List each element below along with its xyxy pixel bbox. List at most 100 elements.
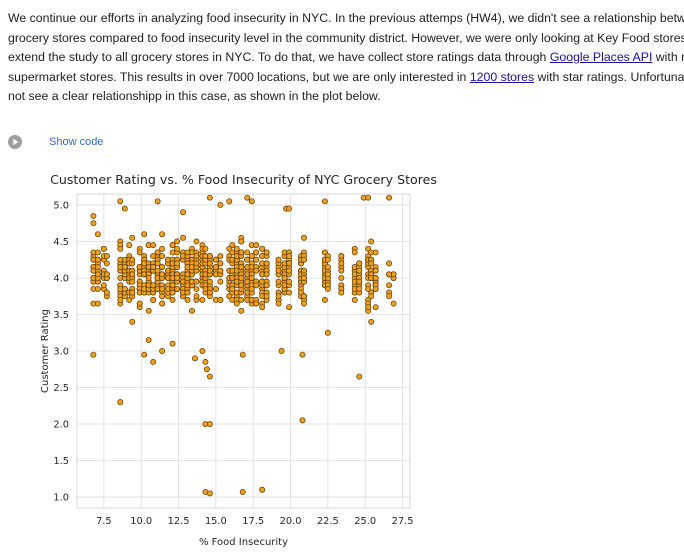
- data-point: [154, 267, 161, 274]
- data-point: [159, 293, 166, 300]
- data-point: [217, 253, 224, 260]
- data-point: [275, 256, 282, 263]
- data-point: [159, 264, 166, 270]
- data-point: [301, 256, 307, 263]
- data-point: [192, 355, 198, 362]
- data-point: [129, 278, 136, 285]
- data-point: [239, 488, 246, 495]
- data-point: [206, 194, 213, 201]
- data-point: [94, 285, 101, 292]
- paragraph-line: supermarket stores. This results in over…: [8, 68, 684, 88]
- paragraph-text: extend the study to all grocery stores i…: [8, 50, 550, 65]
- data-point: [372, 249, 379, 256]
- data-point: [229, 242, 236, 249]
- data-point: [338, 275, 345, 281]
- data-point: [90, 351, 97, 358]
- data-point: [238, 296, 245, 303]
- google-places-api-link[interactable]: Google Places API: [549, 50, 653, 65]
- data-point: [368, 318, 375, 325]
- plot-frame: [76, 193, 411, 509]
- run-cell-control: [8, 133, 22, 151]
- data-point: [253, 256, 260, 263]
- data-point: [356, 267, 363, 274]
- paragraph-text: with respe: [655, 50, 684, 65]
- data-points: [90, 194, 397, 497]
- data-point: [372, 285, 379, 292]
- data-point: [263, 293, 270, 300]
- data-point: [121, 285, 128, 292]
- data-point: [275, 278, 282, 285]
- data-point: [338, 267, 345, 274]
- data-point: [244, 249, 251, 256]
- data-point: [278, 348, 285, 354]
- data-point: [212, 285, 219, 292]
- y-tick-label: 4.5: [53, 237, 69, 248]
- data-point: [103, 260, 110, 267]
- data-point: [129, 289, 136, 296]
- data-point: [169, 296, 176, 303]
- data-point: [154, 198, 161, 205]
- data-point: [141, 231, 148, 238]
- data-point: [159, 285, 166, 292]
- chart-title: Customer Rating vs. % Food Insecurity of…: [50, 172, 437, 187]
- 1200-stores-link[interactable]: 1200 stores: [469, 69, 535, 84]
- data-point: [386, 293, 393, 300]
- data-point: [263, 282, 270, 289]
- chart-svg: Customer Rating vs. % Food Insecurity of…: [40, 172, 437, 548]
- data-point: [159, 348, 166, 354]
- data-point: [217, 202, 224, 208]
- data-point: [129, 271, 136, 278]
- data-point: [206, 260, 213, 267]
- data-point: [299, 351, 306, 358]
- data-point: [321, 198, 328, 205]
- x-tick-label: 25.0: [354, 516, 376, 527]
- data-point: [226, 198, 233, 205]
- data-point: [184, 296, 191, 303]
- data-point: [286, 289, 292, 296]
- y-axis-label: Customer Rating: [40, 309, 51, 393]
- data-point: [368, 260, 375, 267]
- data-point: [324, 329, 331, 336]
- data-point: [372, 275, 379, 281]
- paragraph-text: with star ratings. Unfortunately: [537, 69, 684, 84]
- data-point: [126, 242, 133, 249]
- data-point: [324, 285, 331, 292]
- x-tick-label: 17.5: [242, 516, 264, 527]
- data-point: [263, 260, 270, 267]
- data-point: [193, 278, 200, 285]
- data-point: [281, 275, 288, 281]
- data-point: [372, 267, 379, 274]
- play-circle-icon[interactable]: [8, 135, 22, 149]
- data-point: [169, 242, 176, 249]
- data-point: [206, 289, 213, 296]
- data-point: [386, 271, 393, 278]
- data-point: [301, 234, 307, 241]
- data-point: [248, 253, 255, 260]
- data-point: [238, 307, 245, 314]
- data-point: [217, 278, 224, 285]
- data-point: [193, 253, 200, 260]
- data-point: [321, 296, 328, 303]
- show-code-button[interactable]: Show code: [49, 136, 104, 148]
- data-point: [233, 245, 240, 252]
- data-point: [238, 282, 245, 289]
- data-point: [286, 278, 292, 285]
- data-point: [206, 267, 213, 274]
- data-point: [229, 285, 236, 292]
- data-point: [212, 264, 219, 270]
- data-point: [286, 304, 292, 311]
- data-point: [159, 300, 166, 307]
- data-point: [368, 238, 375, 245]
- data-point: [199, 348, 206, 354]
- data-point: [301, 267, 307, 274]
- data-point: [174, 275, 180, 281]
- data-point: [174, 245, 180, 252]
- data-point: [150, 242, 157, 249]
- x-tick-label: 20.0: [280, 516, 302, 527]
- data-point: [386, 282, 393, 289]
- data-point: [299, 417, 306, 424]
- paragraph-line: We continue our efforts in analyzing foo…: [8, 11, 684, 25]
- y-tick-label: 3.0: [53, 347, 69, 358]
- data-point: [301, 300, 307, 307]
- data-point: [100, 245, 107, 252]
